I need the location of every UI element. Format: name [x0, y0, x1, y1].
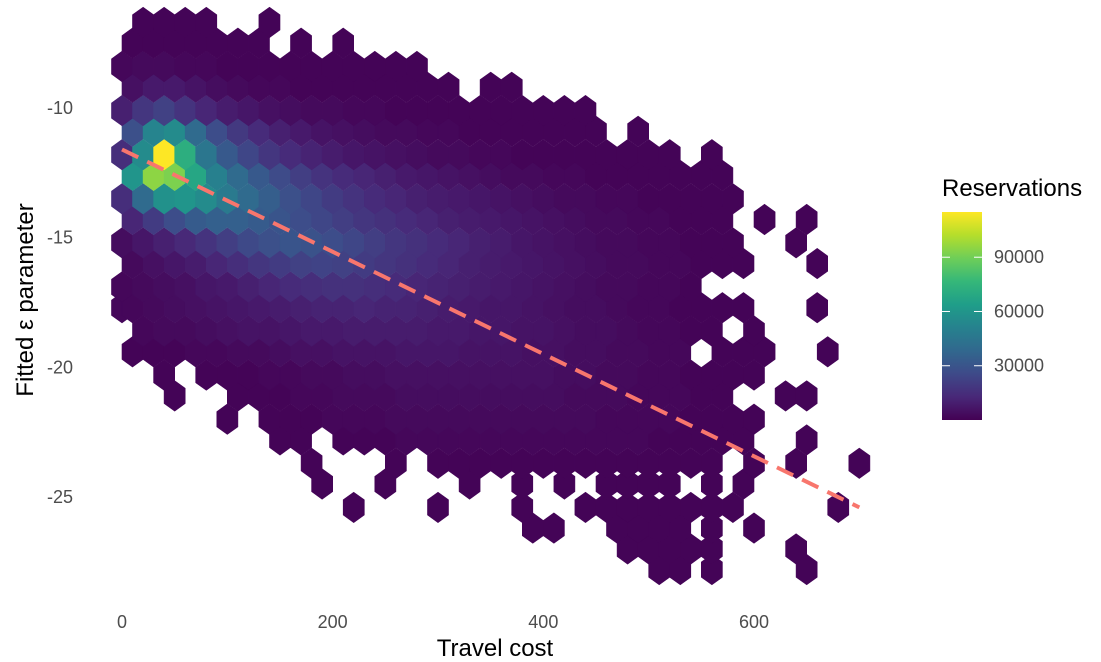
hex-cell — [743, 315, 765, 347]
hex-cell — [195, 6, 218, 38]
legend-tick-label: 30000 — [994, 356, 1044, 376]
hex-cell — [700, 315, 723, 347]
hex-cell — [774, 380, 797, 412]
y-tick-label: -15 — [47, 228, 73, 248]
hex-cell — [427, 491, 449, 523]
hex-cell — [511, 491, 534, 523]
hex-cell — [700, 554, 723, 586]
hex-cell — [722, 227, 744, 259]
hex-cell — [753, 203, 776, 236]
legend-tick-label: 90000 — [994, 247, 1044, 267]
y-tick-label: -20 — [47, 357, 73, 377]
y-tick-label: -25 — [47, 487, 73, 507]
hex-cell — [827, 491, 850, 523]
hex-cell — [848, 447, 871, 479]
y-axis-title: Fitted ε parameter — [12, 203, 39, 396]
hex-cell — [553, 468, 576, 500]
hex-cell — [743, 403, 765, 435]
hex-cell — [658, 139, 681, 171]
hex-cell — [816, 336, 839, 368]
hex-cell — [722, 183, 744, 215]
x-tick-label: 200 — [318, 612, 348, 632]
x-tick-label: 400 — [528, 612, 558, 632]
hex-cell — [700, 139, 723, 171]
hex-cell — [785, 533, 808, 565]
hex-cell — [700, 512, 723, 544]
legend-ticks: 30000 60000 90000 — [942, 247, 1044, 376]
color-legend: Reservations 30000 60000 90000 — [942, 175, 1082, 420]
legend-colorbar — [942, 212, 982, 420]
hex-cell — [679, 271, 702, 303]
hex-cell — [785, 447, 808, 479]
hex-cell — [574, 491, 597, 523]
hex-cell — [300, 447, 323, 479]
hex-cell — [511, 468, 534, 500]
x-tick-label: 600 — [739, 612, 769, 632]
x-tick-label: 0 — [117, 612, 127, 632]
hex-cell — [332, 27, 355, 59]
hex-cell — [406, 50, 428, 83]
hex-cell — [153, 359, 175, 391]
hex-cell — [806, 248, 829, 280]
hex-cell — [542, 512, 565, 544]
hex-cell — [743, 512, 765, 544]
hex-cell — [290, 27, 312, 59]
hex-cell — [700, 447, 723, 479]
hex-cell — [795, 424, 818, 456]
hex-cell — [743, 359, 765, 391]
legend-title: Reservations — [942, 175, 1082, 202]
x-axis-title: Travel cost — [437, 635, 554, 662]
hex-cell — [627, 115, 650, 147]
hex-cell — [732, 292, 755, 324]
hexbin-cells — [111, 6, 871, 586]
hex-cell — [574, 95, 597, 127]
hex-cell — [795, 380, 818, 412]
hex-cell — [384, 447, 407, 479]
x-axis-ticks: 0 200 400 600 — [117, 612, 769, 632]
trend-line — [121, 147, 861, 510]
y-tick-label: -10 — [47, 98, 73, 118]
hex-cell — [342, 491, 365, 523]
hex-cell — [216, 403, 239, 435]
hex-cell — [658, 468, 681, 500]
hex-cell — [785, 227, 808, 259]
hex-cell — [437, 71, 460, 103]
hex-cell — [806, 292, 829, 324]
hex-cell — [722, 491, 744, 523]
legend-tick-label: 60000 — [994, 301, 1044, 321]
hex-cell — [700, 468, 723, 500]
hex-cell — [258, 6, 281, 38]
hex-cell — [700, 533, 723, 565]
hex-cell — [743, 447, 765, 479]
hex-cell — [795, 203, 818, 236]
hex-cell — [500, 71, 523, 103]
y-axis-ticks: -10 -15 -20 -25 — [47, 98, 73, 507]
